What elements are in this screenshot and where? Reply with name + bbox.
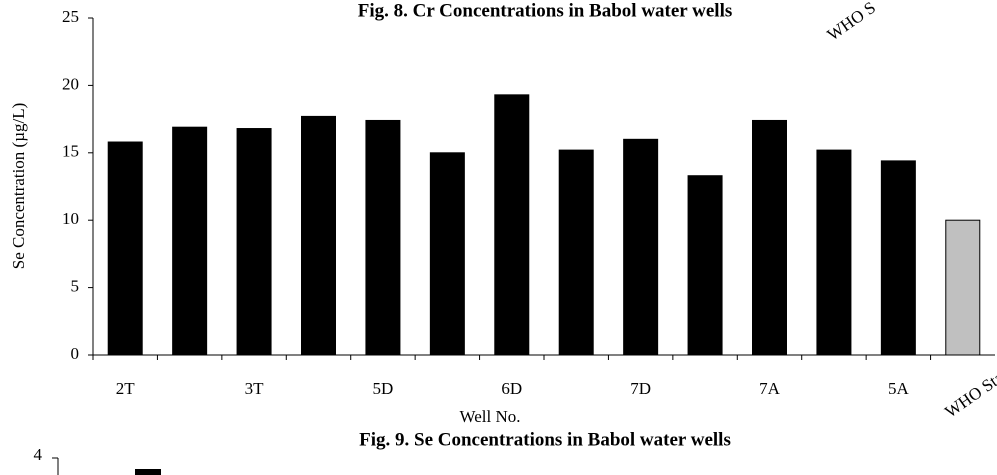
y-tick-label: 0 [71,344,80,363]
bar [301,115,336,356]
x-axis-label: Well No. [460,407,521,426]
bar [494,94,530,356]
bar [687,175,723,356]
bar [880,160,916,356]
bar [752,119,787,356]
annotation: WHO S [824,0,879,44]
bar [172,126,208,356]
bar [945,219,981,356]
bar [365,119,401,356]
x-tick-label: 3T [245,379,265,398]
x-tick-label: 7D [630,379,651,398]
figure-9-bar-fragment [135,469,161,475]
x-tick-label: 2T [116,379,136,398]
x-tick-label: 5A [888,379,910,398]
figure-9-title: Fig. 9. Se Concentrations in Babol water… [359,429,731,450]
bar [429,152,465,356]
x-tick-label: 7A [759,379,781,398]
bar [558,149,594,356]
y-tick-label: 5 [71,277,80,296]
y-axis-label: Se Concentration (µg/L) [9,103,28,270]
x-tick-label: 5D [373,379,394,398]
bar [107,141,143,356]
bar [816,149,852,356]
y-tick-label: 10 [62,209,79,228]
bar [623,138,659,356]
figure-9-tick-label: 4 [34,445,43,464]
y-tick-label: 25 [62,7,79,26]
y-tick-label: 20 [62,74,79,93]
chart-title: Fig. 8. Cr Concentrations in Babol water… [358,0,733,21]
y-tick-label: 15 [62,142,79,161]
bar [236,128,272,356]
x-tick-label: 6D [501,379,522,398]
